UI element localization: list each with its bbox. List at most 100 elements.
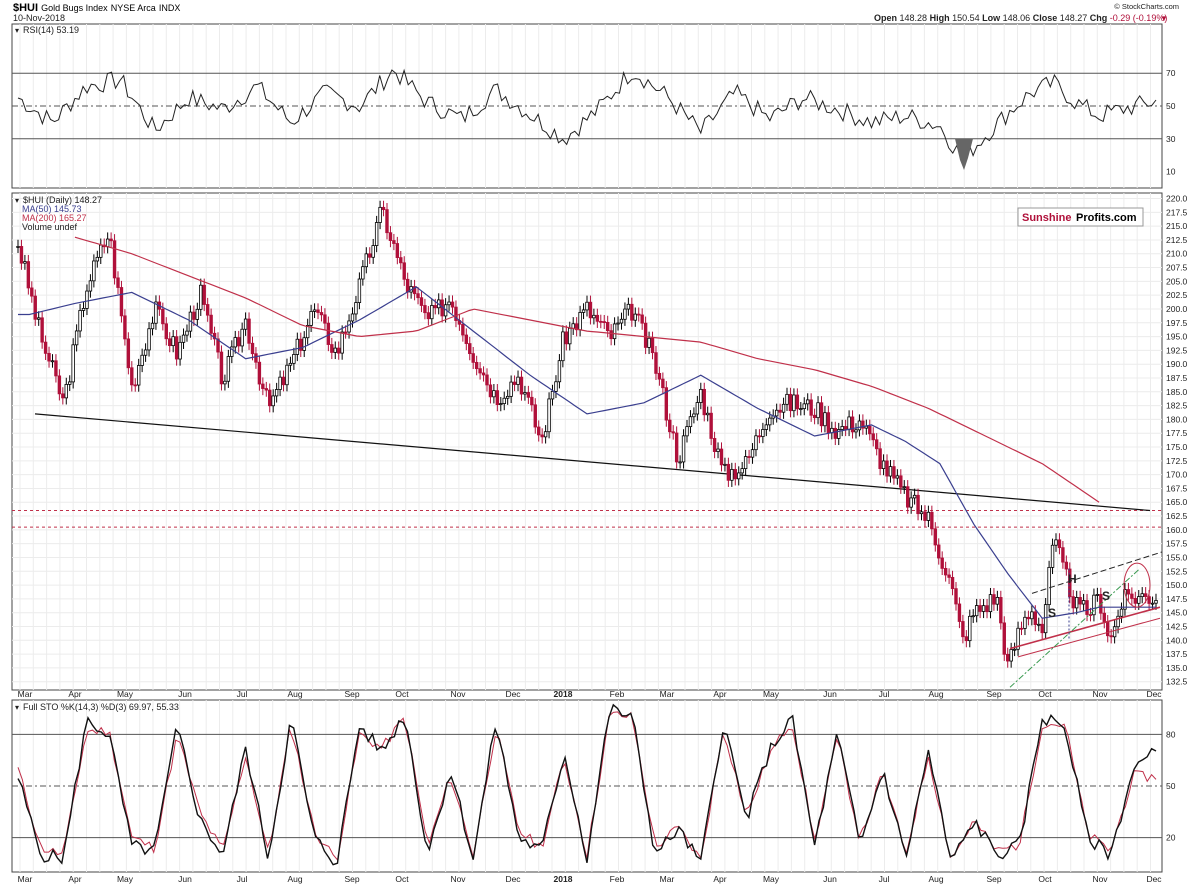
price-tick-label: 215.0 <box>1166 221 1188 231</box>
candle-body <box>395 243 400 258</box>
month-tick-label: Nov <box>1092 689 1108 699</box>
candle-body <box>202 284 206 305</box>
candle-body <box>619 318 624 324</box>
candle-body <box>285 364 289 386</box>
candle-body <box>909 497 913 508</box>
price-tick-label: 197.5 <box>1166 318 1188 328</box>
candle-body <box>1061 547 1065 563</box>
watermark: © StockCharts.com <box>1114 2 1179 11</box>
candle-body <box>1106 621 1110 637</box>
candle-body <box>185 330 189 336</box>
candle-body <box>833 427 837 439</box>
candle-body <box>478 368 482 374</box>
price-tick-label: 167.5 <box>1166 483 1188 493</box>
price-tick-label: 135.0 <box>1166 663 1188 673</box>
month-tick-label: Dec <box>505 689 521 699</box>
candle-body <box>302 337 306 351</box>
candle-body <box>474 361 479 370</box>
price-tick-label: 165.0 <box>1166 497 1188 507</box>
candle-body <box>133 384 137 387</box>
candle-body <box>730 469 734 481</box>
candle-body <box>992 594 996 605</box>
candle-body <box>526 392 531 398</box>
candle-body <box>243 318 248 330</box>
candle-body <box>350 313 355 322</box>
candle-body <box>354 302 358 315</box>
candle-body <box>226 356 231 382</box>
month-tick-label: Jun <box>823 689 837 699</box>
candle-body <box>195 308 200 320</box>
candle-body <box>747 456 751 458</box>
candle-body <box>299 338 303 351</box>
candle-body <box>737 472 741 480</box>
candle-body <box>1050 544 1055 568</box>
candle-body <box>1057 539 1062 549</box>
ohlc-readout: Open 148.28 High 150.54 Low 148.06 Close… <box>874 13 1167 23</box>
candle-body <box>333 347 337 353</box>
price-layer <box>12 200 1163 688</box>
candle-body <box>381 206 386 211</box>
candle-body <box>826 412 831 434</box>
candle-body <box>861 420 865 429</box>
month-tick-label: Jun <box>178 874 192 884</box>
candle-body <box>143 349 148 356</box>
candle-body <box>1150 602 1155 605</box>
candle-body <box>261 383 265 389</box>
month-tick-label: Jul <box>237 874 248 884</box>
candle-body <box>554 381 558 392</box>
candle-body <box>112 240 117 279</box>
candle-body <box>485 374 489 386</box>
candle-body <box>785 393 789 405</box>
candle-body <box>461 323 465 336</box>
candle-body <box>264 388 268 391</box>
candle-body <box>654 352 658 374</box>
candle-body <box>947 574 951 578</box>
candle-body <box>274 389 279 397</box>
pattern-label-right-shoulder: S <box>1102 589 1110 603</box>
candle-body <box>78 310 82 332</box>
candle-body <box>361 266 365 280</box>
candle-body <box>205 304 210 316</box>
candle-body <box>643 322 648 348</box>
price-tick-label: 180.0 <box>1166 414 1188 424</box>
candle-body <box>140 354 144 366</box>
candle-body <box>630 303 634 321</box>
candle-body <box>416 293 420 299</box>
candle-body <box>257 361 262 385</box>
candle-body <box>899 475 903 488</box>
candle-body <box>685 426 689 437</box>
legend-volume: Volume undef <box>22 222 78 232</box>
price-tick-label: 155.0 <box>1166 552 1188 562</box>
candle-body <box>919 511 924 515</box>
candle-body <box>330 344 334 353</box>
candle-body <box>1012 648 1017 651</box>
month-tick-label: Oct <box>1038 689 1052 699</box>
candle-body <box>1033 611 1038 625</box>
month-tick-label: Apr <box>713 874 726 884</box>
candle-body <box>985 605 989 613</box>
price-tick-label: 187.5 <box>1166 373 1188 383</box>
month-tick-label: Mar <box>660 689 675 699</box>
candle-body <box>499 403 503 405</box>
candle-body <box>561 331 565 362</box>
rsi-tick-label: 10 <box>1166 167 1176 177</box>
candle-body <box>912 494 917 499</box>
candle-body <box>940 557 944 569</box>
candle-body <box>1074 597 1079 609</box>
candle-body <box>733 469 737 480</box>
candle-body <box>433 305 437 309</box>
candle-body <box>371 245 375 258</box>
month-tick-label: Jul <box>237 689 248 699</box>
sto-title: Full STO %K(14,3) %D(3) 69.97, 55.33 <box>23 702 179 712</box>
candle-body <box>150 322 155 330</box>
candle-body <box>116 277 120 288</box>
candle-body <box>819 402 824 427</box>
candle-body <box>678 461 682 464</box>
candle-body <box>505 395 510 399</box>
sto-panel-icon: ▾ <box>15 703 19 712</box>
candle-body <box>92 260 96 282</box>
month-tick-label: Aug <box>928 689 943 699</box>
candle-body <box>516 376 520 385</box>
candle-body <box>874 439 879 450</box>
